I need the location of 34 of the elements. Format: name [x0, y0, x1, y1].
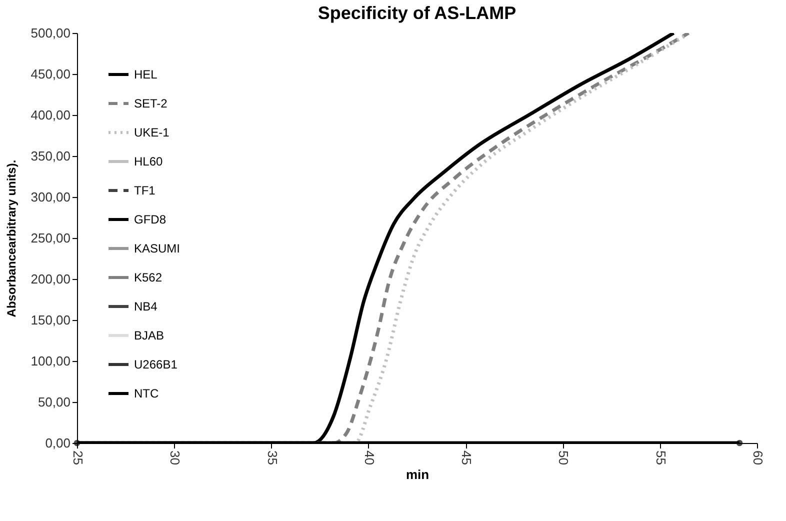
legend-label: U266B1: [134, 358, 178, 372]
legend-label: SET-2: [134, 96, 168, 110]
x-tick-label: 55: [653, 450, 668, 465]
legend-label: HEL: [134, 68, 158, 82]
y-tick-label: 400,00: [30, 108, 70, 122]
y-tick-label: 0,00: [45, 436, 70, 450]
y-tick-label: 100,00: [30, 354, 70, 368]
legend-label: UKE-1: [134, 126, 170, 140]
y-tick-label: 200,00: [30, 272, 70, 286]
legend-label: NB4: [134, 300, 158, 314]
legend-label: GFD8: [134, 212, 166, 226]
legend-label: HL60: [134, 154, 164, 168]
x-tick-label: 25: [70, 450, 86, 465]
y-tick-label: 150,00: [30, 312, 70, 328]
y-tick-label: 250,00: [30, 230, 70, 246]
y-axis-title: Absorbancearbitrary units).: [4, 160, 19, 318]
x-tick-label: 60: [750, 450, 766, 465]
x-tick-label: 30: [168, 450, 183, 465]
legend-label: NTC: [134, 386, 159, 400]
y-tick-label: 500,00: [30, 26, 70, 40]
x-tick-label: 35: [264, 450, 280, 465]
y-tick-label: 300,00: [30, 190, 70, 204]
x-tick-label: 45: [459, 450, 474, 465]
x-axis-title: min: [406, 466, 430, 482]
y-tick-label: 50,00: [38, 394, 70, 410]
x-tick-label: 40: [362, 450, 377, 465]
chart-title: Specificity of AS-LAMP: [318, 3, 516, 23]
legend-label: K562: [134, 270, 162, 284]
x-tick-label: 50: [556, 450, 572, 465]
y-tick-label: 350,00: [30, 148, 70, 164]
legend-label: BJAB: [134, 328, 164, 342]
y-tick-label: 450,00: [30, 66, 70, 82]
legend-label: KASUMI: [134, 242, 180, 256]
legend-label: TF1: [134, 184, 156, 198]
